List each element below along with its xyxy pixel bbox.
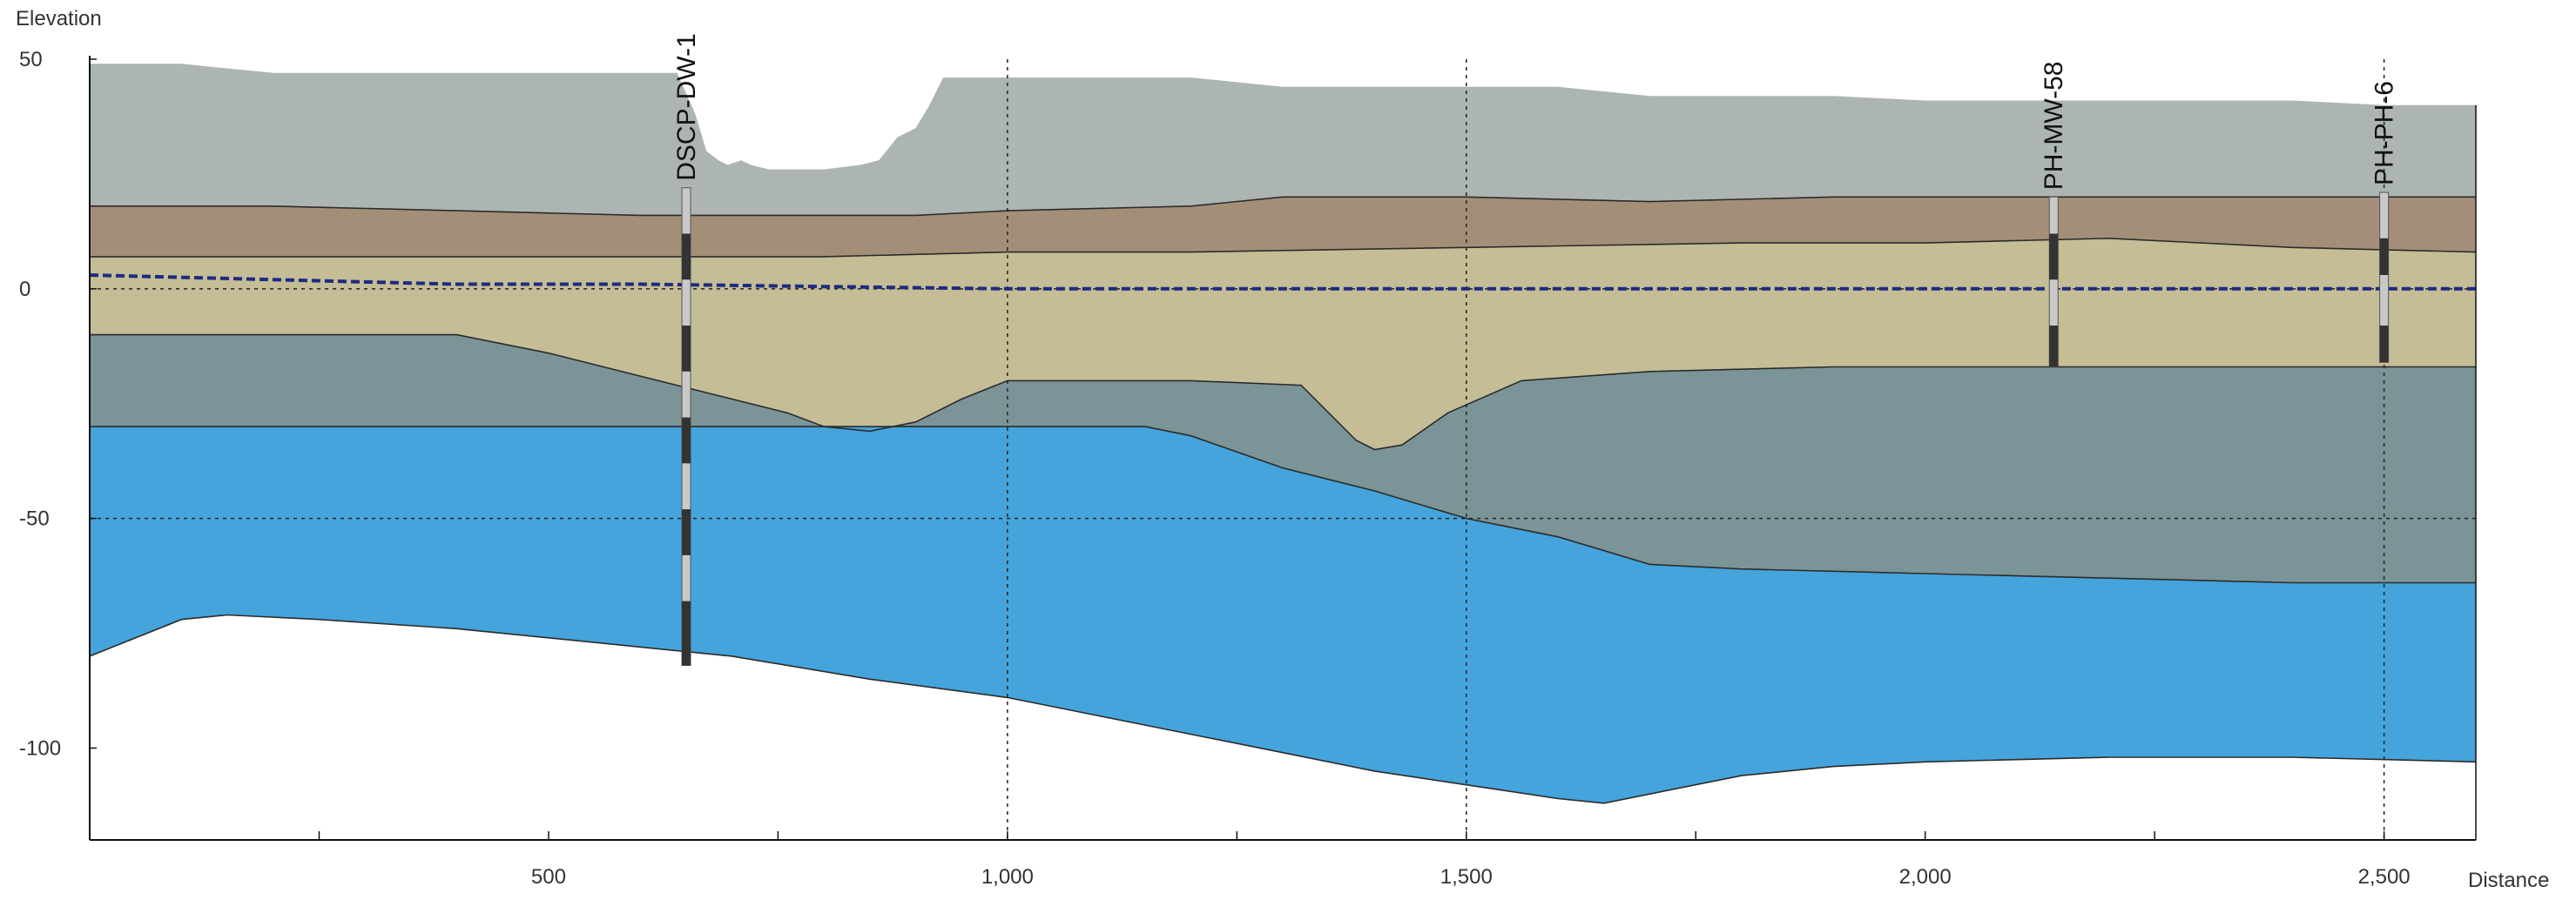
contact-line-brown-top	[90, 196, 2476, 217]
well-screen-segment	[682, 417, 691, 464]
y-axis-label: Elevation	[16, 7, 102, 30]
layer-top-gray	[90, 64, 2476, 216]
water-table	[89, 273, 2476, 291]
y-tick-label: -50	[19, 507, 50, 531]
wells: DSCP-DW-1 PH-MW-58 PH-PH-6	[672, 33, 2399, 666]
x-tick-label: 2,500	[2358, 865, 2411, 889]
well-screen-segment	[2049, 233, 2059, 280]
y-tick-label: 50	[19, 48, 43, 71]
well-screen-segment	[682, 601, 691, 666]
contact-line-slate-base	[90, 426, 2476, 584]
x-tick-label: 1,000	[981, 865, 1034, 889]
well-screen-segment	[682, 326, 691, 372]
well-screen-segment	[2049, 326, 2059, 367]
well-screen-segment	[682, 233, 691, 280]
x-tick-label: 500	[531, 865, 566, 889]
well-screen-segment	[2379, 326, 2389, 363]
well-screen-segment	[2379, 238, 2389, 275]
well-ph-ph-6: PH-PH-6	[2370, 81, 2399, 363]
well-ph-mw-58: PH-MW-58	[2040, 61, 2068, 368]
y-tick-label: -100	[19, 736, 61, 760]
x-axis-label: Distance	[2468, 869, 2549, 892]
well-label: DSCP-DW-1	[672, 33, 701, 180]
contact-line-brown-base	[90, 237, 2477, 258]
stratigraphic-layers	[89, 64, 2477, 804]
y-tick-label: 0	[19, 278, 30, 301]
well-dscp-dw-1: DSCP-DW-1	[672, 33, 701, 666]
well-label: PH-MW-58	[2040, 61, 2068, 190]
well-screen-segment	[682, 509, 691, 555]
well-label: PH-PH-6	[2370, 81, 2399, 185]
water-table-line	[89, 273, 2476, 291]
contact-line-blue-base	[89, 614, 2477, 804]
x-tick-label: 2,000	[1899, 865, 1952, 889]
contact-line-tan-base	[90, 333, 2476, 451]
x-tick-label: 1,500	[1440, 865, 1493, 889]
